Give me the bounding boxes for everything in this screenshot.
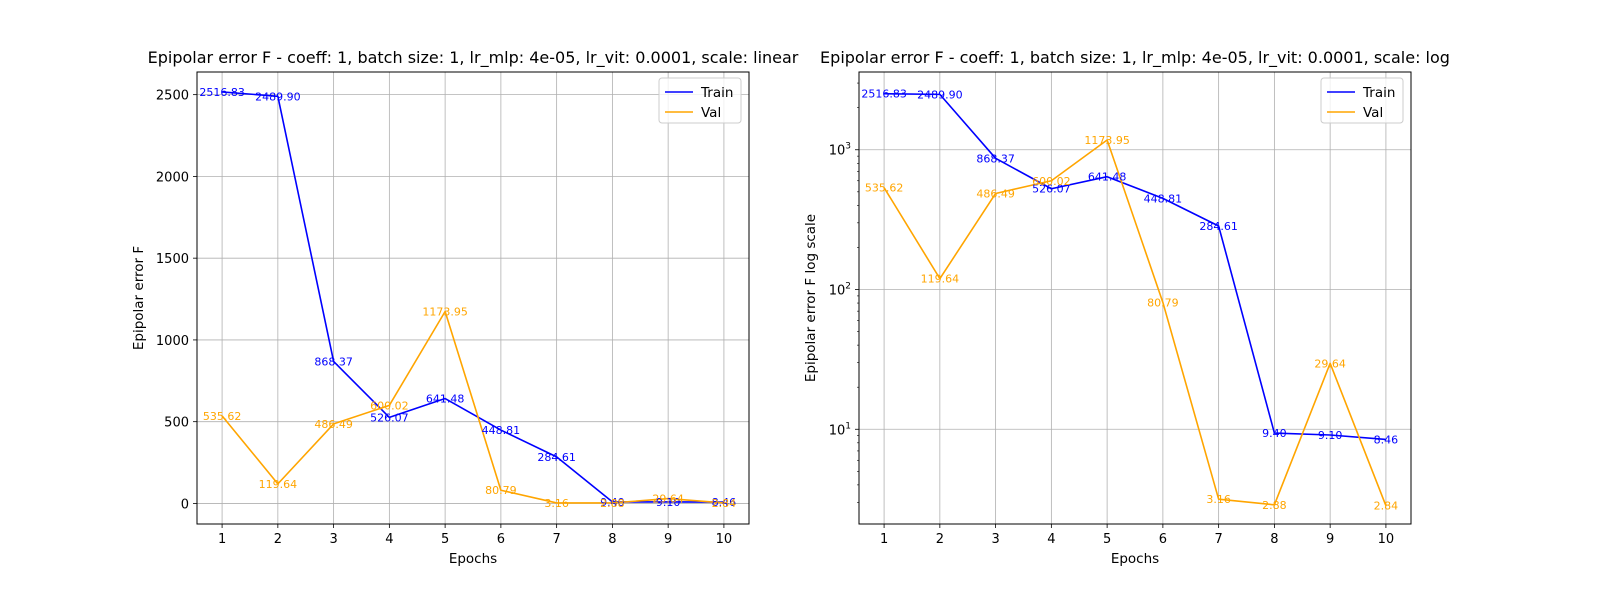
data-label-train: 641.48 [426, 393, 465, 406]
y-tick-label: 2500 [156, 89, 189, 104]
data-label-val: 29.64 [652, 493, 684, 506]
plot-frame [196, 71, 750, 525]
data-label-train: 9.40 [1262, 427, 1287, 440]
x-tick-label: 5 [1103, 532, 1111, 547]
x-tick-label: 6 [1159, 532, 1167, 547]
x-axis-label: Epochs [449, 551, 497, 567]
x-tick-label: 8 [608, 532, 616, 547]
data-label-train: 8.46 [712, 496, 737, 509]
x-tick-label: 1 [218, 532, 226, 547]
legend: Train Val [658, 77, 742, 124]
data-label-train: 2489.90 [917, 88, 963, 101]
legend-val-label: Val [701, 105, 721, 121]
x-tick-label: 3 [991, 532, 999, 547]
data-label-val: 535.62 [203, 410, 242, 423]
data-label-train: 9.10 [1318, 429, 1343, 442]
data-label-train: 8.46 [1374, 433, 1399, 446]
x-tick-label: 5 [441, 532, 449, 547]
data-label-train: 526.07 [1032, 183, 1071, 196]
data-label-train: 284.61 [537, 451, 576, 464]
data-label-val: 80.79 [1147, 296, 1179, 309]
data-label-train: 9.10 [656, 496, 681, 509]
data-label-train: 2516.83 [199, 86, 245, 99]
y-axis-label: Epipolar error F log scale [803, 214, 819, 382]
chart-log: 2516.83 2489.90868.37526.07641.48448.8128… [803, 48, 1450, 567]
data-label-train: 641.48 [1088, 171, 1127, 184]
x-axis-label: Epochs [1111, 551, 1159, 567]
y-tick-label: 1000 [156, 334, 189, 349]
data-label-val: 1173.95 [422, 305, 468, 318]
data-label-val: 600.02 [370, 399, 409, 412]
x-tick-label: 3 [329, 532, 337, 547]
data-label-val: 2.84 [712, 497, 737, 510]
data-label-val: 2.88 [1262, 499, 1287, 512]
legend-train-label: Train [1362, 85, 1395, 101]
legend: Train Val [1320, 77, 1404, 124]
y-tick-label: 0 [181, 497, 189, 512]
data-label-train: 868.37 [314, 355, 353, 368]
chart-linear: 2516.83 2489.90868.37526.07641.48448.8128… [131, 48, 799, 567]
x-tick-label: 7 [1214, 532, 1222, 547]
x-tick-label: 2 [936, 532, 944, 547]
x-tick-label: 6 [497, 532, 505, 547]
y-tick-label: 2000 [156, 170, 189, 185]
data-label-val: 29.64 [1314, 357, 1346, 370]
data-label-val: 1173.95 [1084, 134, 1130, 147]
series-line-val [883, 139, 1387, 506]
data-label-val: 119.64 [921, 273, 960, 286]
data-label-val: 535.62 [865, 182, 904, 195]
legend-train-label: Train [700, 85, 733, 101]
data-label-val: 2.84 [1374, 500, 1399, 513]
series-line-train [222, 91, 724, 503]
plot-frame [858, 71, 1412, 525]
series-line-val [221, 310, 724, 504]
data-label-val: 3.16 [1206, 493, 1231, 506]
data-label-val: 119.64 [259, 478, 298, 491]
chart-title: Epipolar error F - coeff: 1, batch size:… [148, 48, 799, 68]
data-label-train: 448.81 [1144, 192, 1183, 205]
data-label-val: 486.49 [314, 418, 353, 431]
chart-title: Epipolar error F - coeff: 1, batch size:… [820, 48, 1450, 68]
data-label-val: 486.49 [976, 187, 1015, 200]
data-label-val: 3.16 [544, 497, 569, 510]
data-label-train: 284.61 [1199, 220, 1238, 233]
data-label-train: 2489.90 [255, 90, 301, 103]
legend-val-label: Val [1363, 105, 1383, 121]
data-label-train: 868.37 [976, 152, 1015, 165]
x-tick-label: 8 [1270, 532, 1278, 547]
data-label-val: 2.88 [600, 497, 625, 510]
y-tick-label: 103 [829, 142, 851, 159]
x-tick-label: 9 [664, 532, 672, 547]
y-tick-label: 102 [829, 282, 851, 299]
x-tick-label: 10 [716, 532, 733, 547]
data-label-train: 448.81 [482, 424, 521, 437]
y-tick-label: 101 [829, 421, 851, 438]
data-label-val: 80.79 [485, 484, 517, 497]
x-tick-label: 2 [274, 532, 282, 547]
x-tick-label: 7 [552, 532, 560, 547]
y-tick-label: 1500 [156, 252, 189, 267]
x-tick-label: 9 [1326, 532, 1334, 547]
data-label-train: 9.40 [600, 496, 625, 509]
y-axis-label: Epipolar error F [131, 246, 147, 350]
data-label-train: 2516.83 [861, 88, 907, 101]
x-tick-label: 10 [1378, 532, 1395, 547]
data-label-val: 600.02 [1032, 175, 1071, 188]
y-tick-label: 500 [164, 416, 189, 431]
x-tick-label: 4 [1047, 532, 1055, 547]
data-label-train: 526.07 [370, 411, 409, 424]
x-tick-label: 4 [385, 532, 393, 547]
x-tick-label: 1 [880, 532, 888, 547]
